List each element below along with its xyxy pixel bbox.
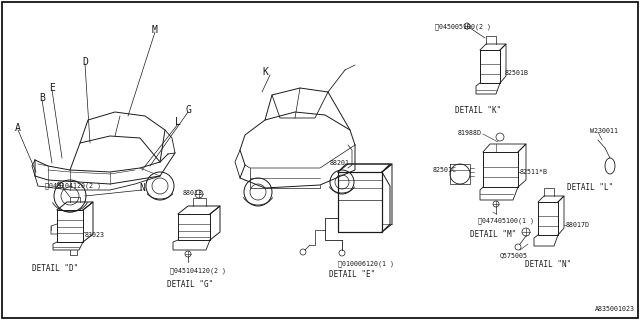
- Text: 83023: 83023: [85, 232, 105, 238]
- Text: DETAIL "M": DETAIL "M": [470, 230, 516, 239]
- Text: 82511*B: 82511*B: [520, 169, 548, 175]
- Text: Q575005: Q575005: [500, 252, 528, 258]
- Text: 88013: 88013: [183, 190, 203, 196]
- Text: L: L: [175, 117, 181, 127]
- Text: DETAIL "K": DETAIL "K": [455, 106, 501, 115]
- Text: A835001023: A835001023: [595, 306, 635, 312]
- Text: A: A: [15, 123, 21, 133]
- Text: G: G: [185, 105, 191, 115]
- Text: Ⓢ047405100(1 ): Ⓢ047405100(1 ): [478, 217, 534, 224]
- Text: 88017D: 88017D: [566, 222, 590, 228]
- Text: Ⓢ045005100(2 ): Ⓢ045005100(2 ): [435, 23, 491, 30]
- Text: DETAIL "L": DETAIL "L": [567, 183, 613, 192]
- Text: DETAIL "E": DETAIL "E": [329, 270, 375, 279]
- Text: W230011: W230011: [590, 128, 618, 134]
- Text: B: B: [39, 93, 45, 103]
- Text: M: M: [152, 25, 158, 35]
- Text: Ⓢ045104120(2 ): Ⓢ045104120(2 ): [45, 182, 101, 188]
- Text: 88201: 88201: [330, 160, 350, 166]
- Text: 81988D: 81988D: [458, 130, 482, 136]
- Text: E: E: [49, 83, 55, 93]
- Text: DETAIL "D": DETAIL "D": [32, 264, 78, 273]
- Text: Ⓢ045104120(2 ): Ⓢ045104120(2 ): [170, 267, 226, 274]
- Text: 82501B: 82501B: [505, 70, 529, 76]
- Text: Ⓜ010006120(1 ): Ⓜ010006120(1 ): [338, 260, 394, 267]
- Text: K: K: [262, 67, 268, 77]
- Text: DETAIL "N": DETAIL "N": [525, 260, 571, 269]
- Text: D: D: [82, 57, 88, 67]
- Text: DETAIL "G": DETAIL "G": [167, 280, 213, 289]
- Text: N: N: [139, 183, 145, 193]
- Text: 82501C: 82501C: [433, 167, 457, 173]
